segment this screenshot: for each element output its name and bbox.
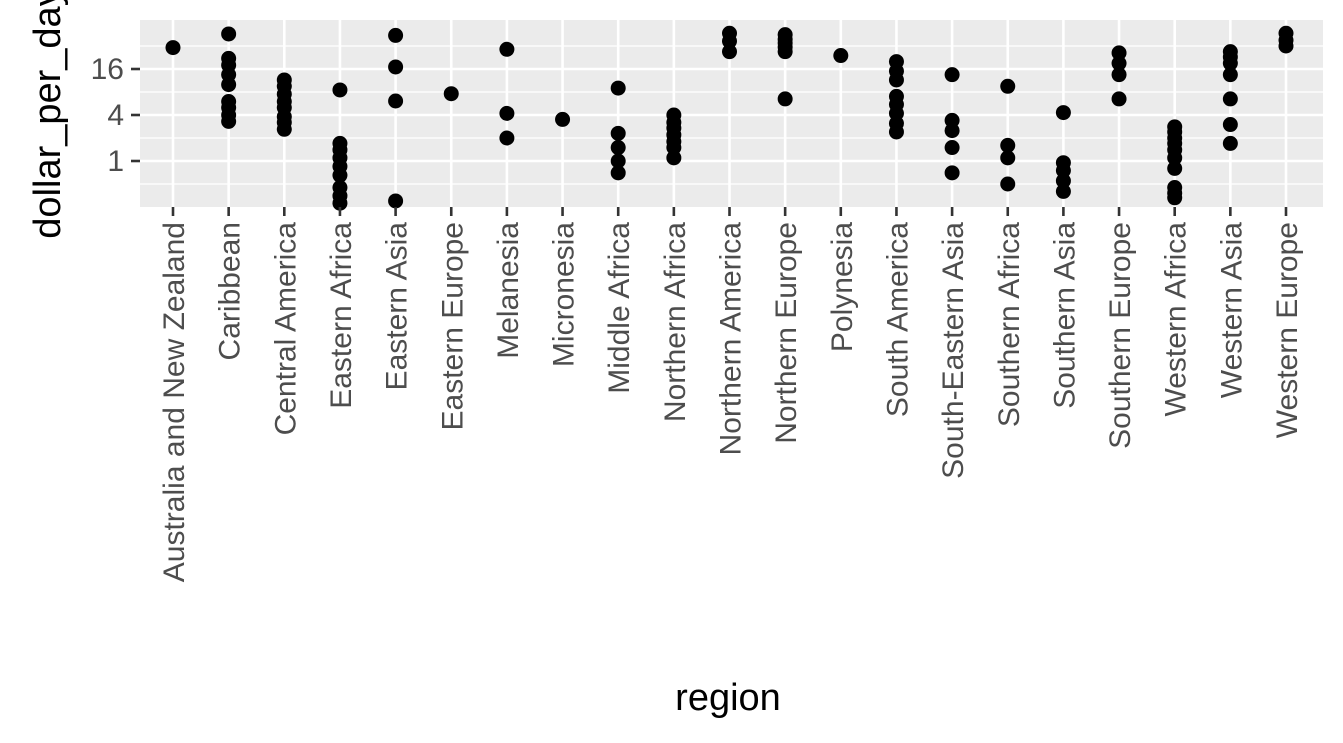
data-point	[555, 111, 571, 127]
data-point	[1055, 183, 1071, 199]
data-point	[833, 48, 849, 64]
data-point	[1055, 105, 1071, 121]
x-tick-label: Central America	[269, 222, 302, 436]
data-point	[1111, 55, 1127, 71]
data-point	[221, 113, 237, 129]
x-axis-title: region	[675, 677, 781, 719]
data-point	[1167, 160, 1183, 176]
data-point	[722, 44, 737, 60]
data-point	[499, 105, 515, 121]
data-point	[666, 150, 682, 166]
x-tick-label: Northern Europe	[770, 222, 803, 444]
data-point	[610, 153, 626, 169]
x-tick-label: Western Europe	[1271, 222, 1304, 438]
data-point	[1111, 67, 1127, 83]
data-points	[165, 25, 1294, 211]
data-point	[388, 27, 404, 43]
data-point	[1000, 78, 1016, 94]
y-axis-title: dollar_per_day	[27, 0, 69, 239]
x-tick-label: Caribbean	[214, 222, 247, 360]
data-point	[610, 165, 626, 181]
x-axis: Australia and New Zealand Caribbean Centra…	[158, 207, 1304, 582]
data-point	[165, 40, 181, 56]
data-point	[722, 33, 737, 49]
data-point	[1222, 91, 1238, 107]
data-point	[332, 167, 348, 183]
data-point	[777, 91, 793, 107]
data-point	[499, 41, 515, 57]
data-point	[610, 140, 626, 156]
x-tick-label: Southern Europe	[1104, 222, 1137, 449]
data-point	[332, 195, 348, 211]
data-point	[1000, 176, 1016, 192]
data-point	[388, 59, 404, 75]
x-tick-label: Eastern Europe	[436, 222, 469, 430]
data-point	[1278, 38, 1294, 54]
x-tick-label: Western Africa	[1160, 222, 1193, 417]
data-point	[1055, 163, 1071, 179]
data-point	[276, 121, 292, 137]
data-point	[944, 67, 960, 83]
x-tick-label: South America	[881, 222, 914, 417]
x-tick-label: Northern America	[715, 222, 748, 456]
data-point	[1111, 45, 1127, 61]
data-point	[944, 123, 960, 139]
data-point	[1111, 91, 1127, 107]
data-point	[888, 124, 904, 140]
data-point	[388, 93, 404, 109]
y-tick-label: 16	[91, 53, 124, 86]
data-point	[221, 77, 237, 93]
data-point	[610, 125, 626, 141]
x-tick-label: Eastern Asia	[381, 222, 414, 391]
data-point	[610, 80, 626, 96]
x-tick-label: Polynesia	[826, 222, 859, 352]
data-point	[666, 140, 682, 156]
y-axis: 1 4 16	[91, 53, 140, 178]
data-point	[443, 86, 459, 102]
y-tick-label: 1	[107, 145, 124, 178]
data-point	[1167, 150, 1183, 166]
data-point	[332, 82, 348, 98]
x-tick-label: Western Asia	[1215, 222, 1248, 399]
x-tick-label: Australia and New Zealand	[158, 222, 191, 582]
data-point	[1000, 150, 1016, 166]
data-point	[1167, 190, 1183, 206]
x-tick-label: Middle Africa	[603, 222, 636, 394]
x-tick-label: Eastern Africa	[325, 222, 358, 409]
data-point	[221, 26, 237, 42]
data-point	[1222, 135, 1238, 151]
x-tick-label: Southern Asia	[1048, 222, 1081, 409]
data-point	[499, 130, 515, 146]
data-point	[1222, 67, 1238, 83]
data-point	[944, 165, 960, 181]
data-point	[888, 72, 904, 88]
y-tick-label: 4	[107, 99, 124, 132]
data-point	[1000, 137, 1016, 153]
data-point	[1222, 117, 1238, 133]
data-point	[1222, 55, 1238, 71]
x-tick-label: Southern Africa	[993, 222, 1026, 427]
x-tick-label: South-Eastern Asia	[937, 222, 970, 479]
x-tick-label: Micronesia	[548, 222, 581, 367]
data-point	[1055, 173, 1071, 189]
data-point	[944, 140, 960, 156]
data-point	[777, 44, 793, 60]
x-tick-label: Melanesia	[492, 222, 525, 359]
data-point	[388, 193, 404, 209]
x-tick-label: Northern Africa	[659, 222, 692, 422]
